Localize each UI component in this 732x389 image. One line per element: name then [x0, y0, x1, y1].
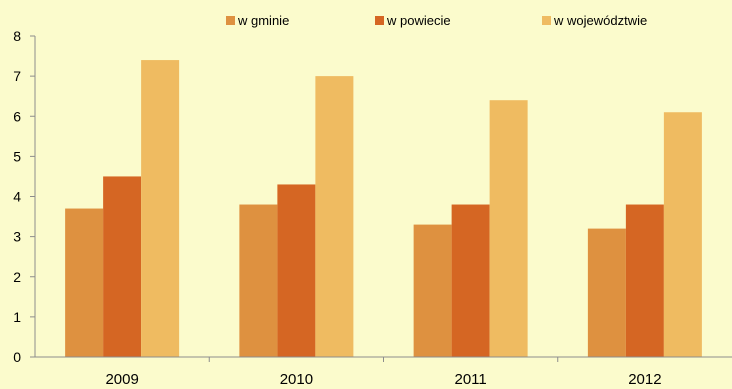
y-tick-label: 6	[13, 108, 21, 124]
bar-2010-1	[277, 184, 316, 357]
bar-2012-2	[663, 112, 702, 357]
legend-swatch-1	[375, 16, 384, 25]
y-tick-label: 4	[13, 189, 21, 205]
bar-2009-2	[141, 60, 180, 357]
bar-2011-2	[489, 100, 528, 357]
x-tick-label: 2010	[280, 371, 313, 388]
y-tick-label: 1	[13, 309, 21, 325]
x-tick-label: 2011	[454, 371, 486, 388]
chart-axes: 0 1 2 3 4 5 6 7 8 2009 2010 2011 2012	[13, 28, 732, 388]
bar-2009-1	[103, 176, 142, 357]
y-tick-label: 8	[13, 28, 21, 44]
bar-2012-1	[625, 204, 664, 357]
bar-2011-0	[413, 224, 452, 357]
bar-2010-0	[239, 204, 278, 357]
chart-bars	[65, 60, 702, 357]
legend-swatch-0	[226, 16, 235, 25]
bar-2009-0	[65, 208, 104, 357]
y-tick-label: 2	[13, 269, 21, 285]
legend-label-1: w powiecie	[386, 13, 451, 28]
y-tick-label: 7	[13, 68, 21, 84]
x-tick-label: 2012	[628, 371, 661, 388]
y-tick-label: 5	[13, 148, 21, 164]
bar-2010-2	[315, 76, 354, 357]
bar-2011-1	[451, 204, 490, 357]
legend-label-0: w gminie	[237, 13, 289, 28]
y-tick-label: 0	[13, 349, 21, 365]
legend-label-2: w województwie	[553, 13, 647, 28]
x-tick-label: 2009	[105, 371, 138, 388]
legend-swatch-2	[542, 16, 551, 25]
y-tick-label: 3	[13, 229, 21, 245]
chart-legend: w gminie w powiecie w województwie	[226, 13, 647, 28]
bar-2012-0	[587, 228, 626, 357]
